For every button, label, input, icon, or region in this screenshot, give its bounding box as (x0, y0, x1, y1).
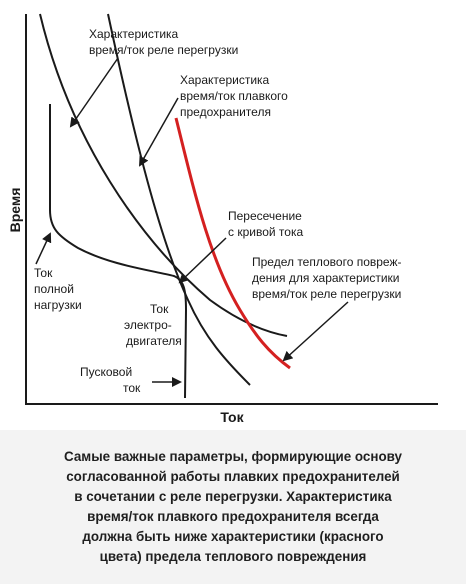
label-relay-curve: Характеристика время/ток реле перегрузки (89, 27, 238, 57)
arrow-intersection (178, 237, 227, 284)
label-full-load-current: Ток полной нагрузки (34, 266, 82, 312)
caption-line: в сочетании с реле перегрузки. Характери… (74, 489, 392, 504)
arrow-relay-curve (69, 57, 119, 128)
fuse-curve (107, 13, 251, 386)
caption-line: время/ток плавкого предохранителя всегда (87, 509, 379, 524)
arrow-fuse-curve (139, 97, 179, 167)
caption-line: цвета) предела теплового повреждения (99, 549, 367, 564)
caption-line: должна быть ниже характеристики (красног… (82, 529, 384, 544)
y-axis-label: Время (7, 188, 23, 233)
label-fuse-curve: Характеристика время/ток плавкого предох… (180, 73, 291, 119)
label-motor-current: Ток электро- двигателя (124, 302, 182, 348)
thermal-limit-curve (174, 117, 291, 370)
arrow-thermal-limit (282, 301, 349, 362)
x-axis-label: Ток (220, 409, 244, 425)
caption: Самые важные параметры, формирующие осно… (10, 447, 456, 567)
label-starting-current: Пусковой ток (80, 365, 141, 395)
motor-current-curve (49, 104, 188, 399)
caption-line: Самые важные параметры, формирующие осно… (64, 449, 402, 464)
caption-line: согласованной работы плавких предохранит… (66, 469, 400, 484)
time-current-diagram: Ток Время Характеристика время/ток реле … (0, 0, 466, 430)
axes (25, 14, 438, 405)
label-intersection: Пересечение с кривой тока (228, 209, 305, 239)
relay-curve (39, 13, 288, 337)
arrow-full-load-current (35, 232, 52, 265)
label-thermal-limit: Предел теплового повреж- дения для харак… (252, 255, 405, 301)
